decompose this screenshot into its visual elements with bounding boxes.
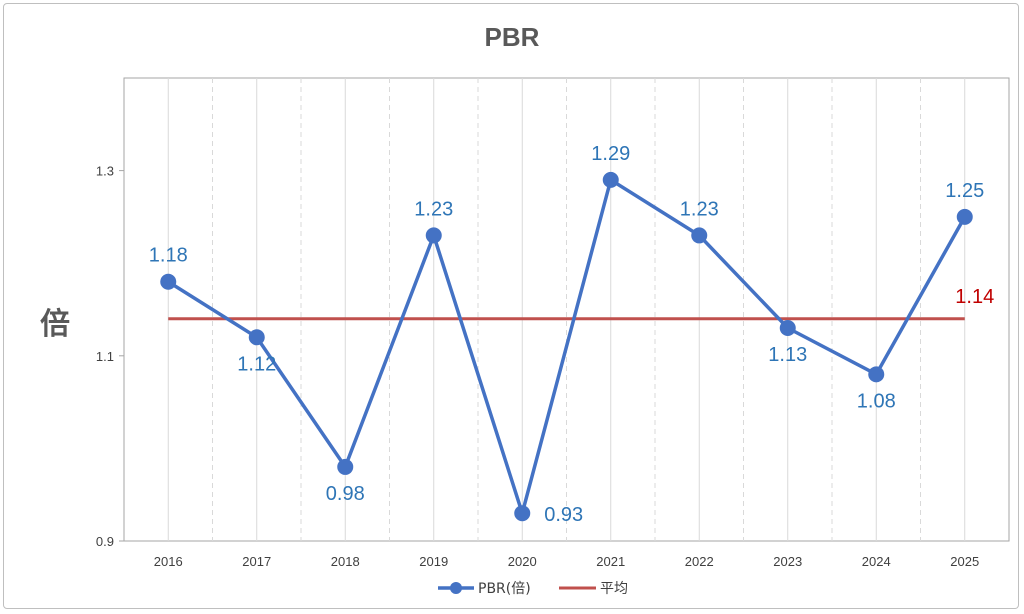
pbr-data-label: 1.18 — [149, 245, 188, 267]
x-tick-label: 2021 — [596, 554, 625, 569]
y-tick-label: 1.3 — [96, 164, 114, 179]
pbr-points — [160, 171, 973, 522]
x-tick-label: 2019 — [419, 554, 448, 569]
x-axis-ticks: 2016 2017 2018 2019 2020 2021 2022 2023 2024 2025 — [154, 554, 979, 569]
pbr-data-label: 1.12 — [237, 353, 276, 375]
pbr-point — [160, 273, 177, 290]
y-tick-label: 1.1 — [96, 349, 114, 364]
x-tick-label: 2018 — [331, 554, 360, 569]
pbr-point — [868, 366, 885, 383]
x-tick-label: 2016 — [154, 554, 183, 569]
pbr-point — [691, 227, 708, 244]
legend-pbr-label: PBR(倍) — [478, 581, 531, 597]
pbr-point — [514, 505, 531, 522]
pbr-series-line — [167, 177, 967, 520]
gridlines — [167, 78, 966, 541]
y-axis-ticks: 0.9 1.1 1.3 — [96, 164, 124, 549]
pbr-data-label: 1.23 — [414, 198, 453, 220]
legend: PBR(倍) 平均 — [438, 581, 628, 597]
x-tick-label: 2024 — [862, 554, 891, 569]
x-tick-label: 2020 — [508, 554, 537, 569]
pbr-data-label: 1.13 — [768, 344, 807, 366]
average-data-label: 1.14 — [955, 286, 994, 308]
x-tick-label: 2025 — [950, 554, 979, 569]
pbr-data-label: 1.23 — [680, 198, 719, 220]
pbr-point — [337, 458, 354, 475]
pbr-data-label: 1.25 — [945, 180, 984, 202]
x-tick-label: 2017 — [242, 554, 271, 569]
data-labels: 1.18 1.12 0.98 1.23 0.93 1.29 1.23 1.13 1.08 1.25 — [149, 143, 984, 526]
x-tick-label: 2022 — [685, 554, 714, 569]
y-tick-label: 0.9 — [96, 534, 114, 549]
pbr-data-label: 0.98 — [326, 483, 365, 505]
pbr-point — [602, 171, 619, 188]
x-tick-label: 2023 — [773, 554, 802, 569]
legend-pbr-swatch-marker — [450, 582, 462, 594]
pbr-point — [779, 320, 796, 337]
pbr-data-label: 0.93 — [544, 504, 583, 526]
y-axis-label: 倍 — [40, 307, 70, 342]
legend-average-label: 平均 — [600, 581, 628, 597]
pbr-data-label: 1.29 — [591, 143, 630, 165]
pbr-point — [248, 329, 265, 346]
pbr-point — [425, 227, 442, 244]
chart-title: PBR — [485, 22, 540, 52]
pbr-point — [956, 208, 973, 225]
chart-frame — [3, 3, 1019, 609]
pbr-data-label: 1.08 — [857, 390, 896, 412]
